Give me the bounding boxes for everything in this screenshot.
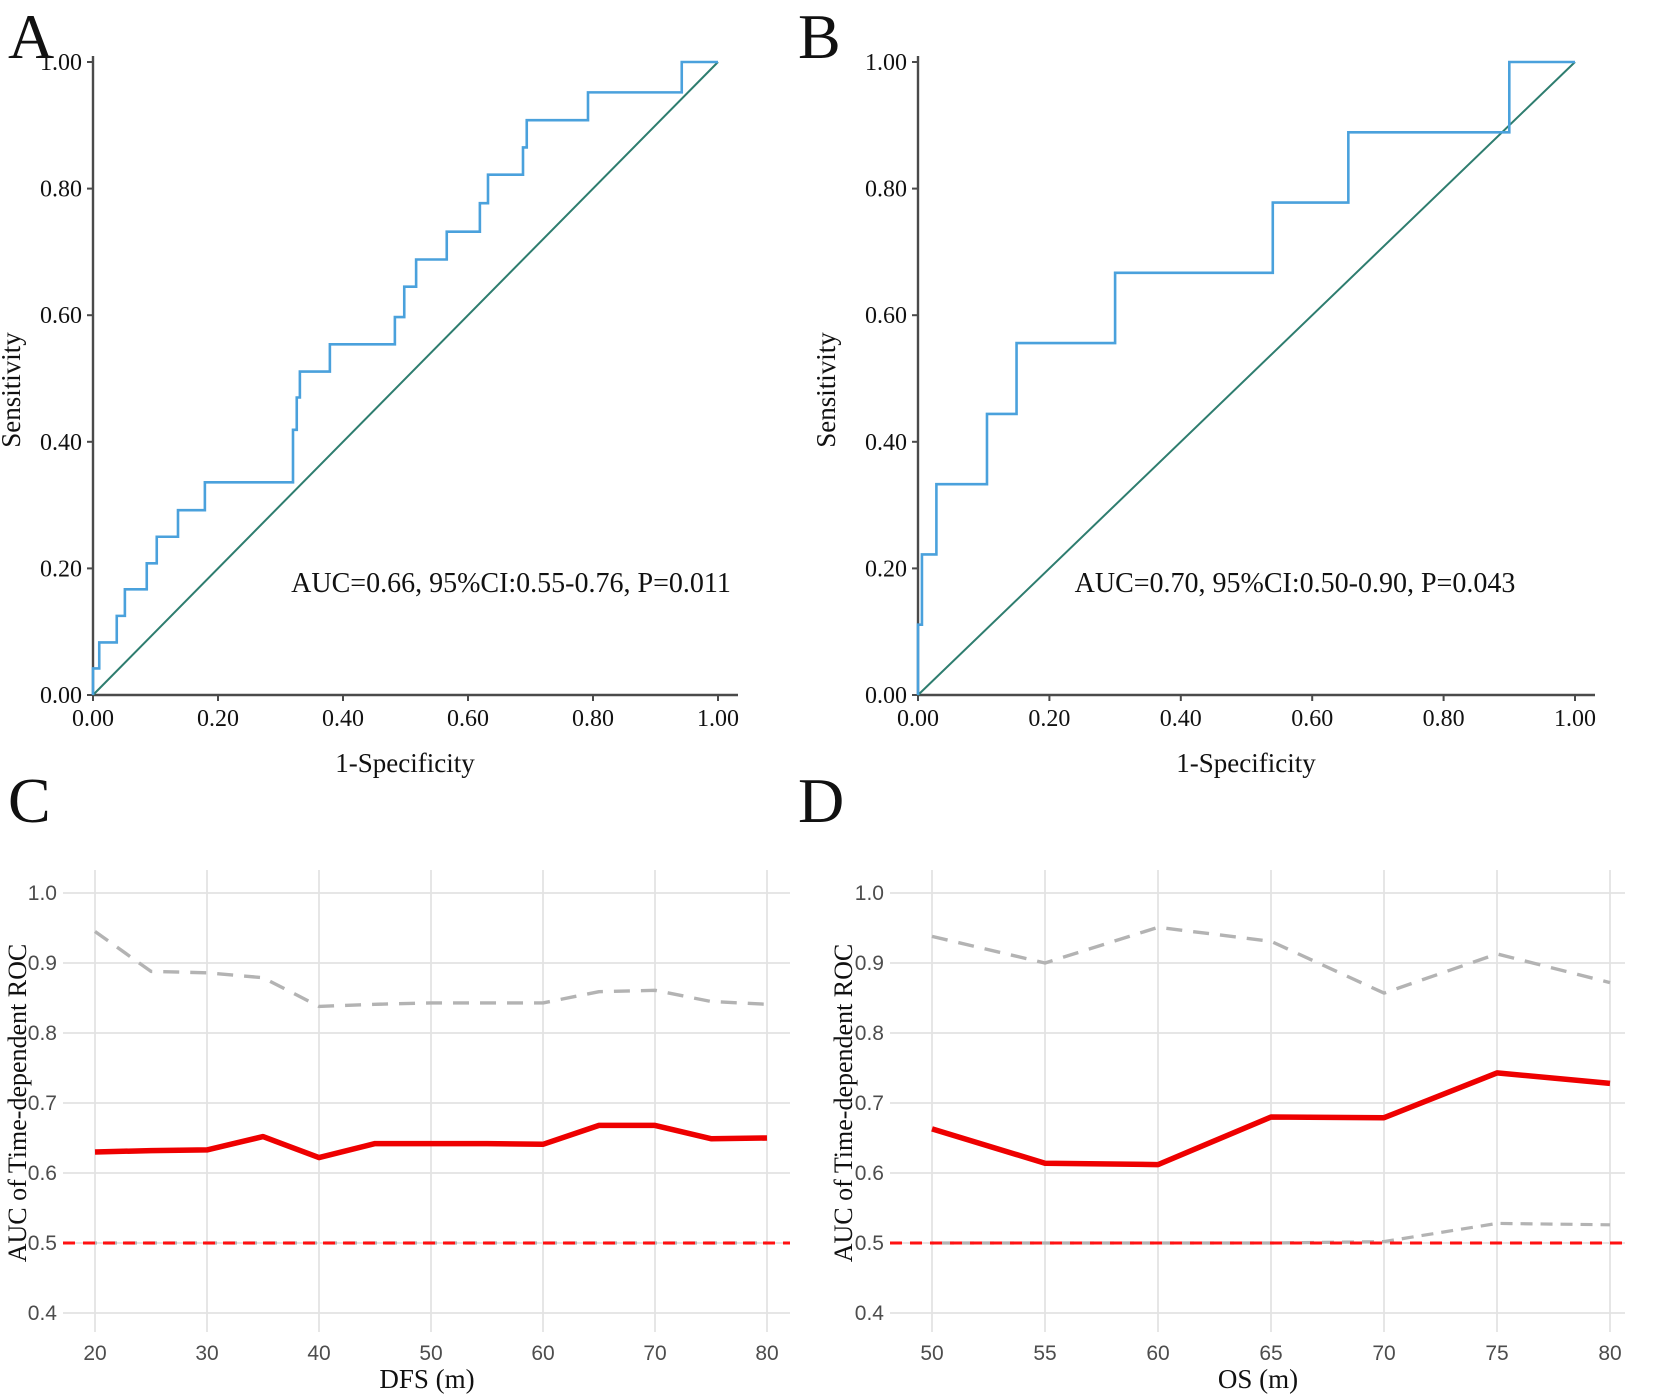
panel-b-x-tick-label: 1.00 <box>1554 706 1596 732</box>
panel-c-x-tick-label: 60 <box>531 1342 554 1365</box>
panel-c-y-axis-title: AUC of Time-dependent ROC <box>3 944 32 1263</box>
panel-b-annotation: AUC=0.70, 95%CI:0.50-0.90, P=0.043 <box>1075 568 1516 599</box>
panel-c-x-axis-title: DFS (m) <box>379 1364 474 1394</box>
panel-a-x-tick-label: 0.00 <box>72 706 114 732</box>
panel-d-y-tick-label: 0.6 <box>855 1162 884 1185</box>
panel-a-y-tick-label: 0.40 <box>40 430 82 456</box>
panel-d-x-tick-label: 70 <box>1372 1342 1395 1365</box>
panel-c-ci-upper-line <box>94 930 768 1009</box>
panel-b-y-tick-label: 0.20 <box>865 556 907 582</box>
panel-b-x-axis-title: 1-Specificity <box>1176 748 1316 778</box>
panel-d-x-tick-label: 75 <box>1485 1342 1508 1365</box>
panel-b-x-tick-label: 0.60 <box>1291 706 1333 732</box>
panel-a-letter: A <box>8 1 54 72</box>
panel-c-x-tick-label: 40 <box>307 1342 330 1365</box>
panel-d-y-tick-label: 0.7 <box>855 1092 884 1115</box>
panel-b-y-tick-label: 0.00 <box>865 683 907 709</box>
panel-b-y-tick-label: 0.80 <box>865 177 907 203</box>
panel-d-x-tick-label: 65 <box>1259 1342 1282 1365</box>
panel-a-y-tick-label: 0.80 <box>40 177 82 203</box>
panel-d-ci-upper-line <box>931 925 1611 995</box>
panel-a-y-tick-label: 1.00 <box>40 50 82 76</box>
panel-d-y-tick-label: 0.8 <box>855 1022 884 1045</box>
panel-a-x-tick-label: 0.60 <box>447 706 489 732</box>
panel-b-y-tick-label: 0.40 <box>865 430 907 456</box>
panel-c-y-tick-label: 0.7 <box>28 1092 57 1115</box>
panel-d-auc-line <box>931 1070 1611 1168</box>
panel-d-y-tick-label: 0.4 <box>855 1302 885 1325</box>
panel-c-auc-line <box>94 1122 768 1161</box>
panel-b-y-tick-label: 0.60 <box>865 303 907 329</box>
panel-b-x-tick-label: 0.40 <box>1160 706 1202 732</box>
panel-d-y-axis-title: AUC of Time-dependent ROC <box>829 944 858 1263</box>
panel-a-x-axis-title: 1-Specificity <box>335 748 475 778</box>
panel-a-y-tick-label: 0.60 <box>40 303 82 329</box>
panel-b-diagonal-line <box>917 61 1576 696</box>
panel-c-y-tick-label: 1.0 <box>28 882 57 905</box>
panel-c-x-tick-label: 70 <box>643 1342 666 1365</box>
panel-d-y-tick-label: 0.9 <box>855 952 884 975</box>
panel-c-x-tick-label: 20 <box>83 1342 106 1365</box>
panel-b-letter: B <box>798 1 841 72</box>
panel-b-x-tick-label: 0.00 <box>897 706 939 732</box>
panel-d-y-tick-label: 1.0 <box>855 882 884 905</box>
panel-a-x-tick-label: 0.40 <box>322 706 364 732</box>
panel-c-y-tick-label: 0.5 <box>28 1232 57 1255</box>
panel-b-x-tick-label: 0.20 <box>1028 706 1070 732</box>
panel-a-y-axis-title: Sensitivity <box>0 332 26 448</box>
panel-a-y-tick-label: 0.00 <box>40 683 82 709</box>
panel-d-x-tick-label: 80 <box>1598 1342 1621 1365</box>
panel-c-x-tick-label: 80 <box>755 1342 778 1365</box>
panel-a-x-tick-label: 0.80 <box>572 706 614 732</box>
panel-b-y-axis-title: Sensitivity <box>811 332 841 448</box>
panel-d-x-tick-label: 50 <box>920 1342 943 1365</box>
panel-a-roc-curve <box>91 60 718 695</box>
panel-b-roc-curve <box>916 60 1575 695</box>
panel-a-annotation: AUC=0.66, 95%CI:0.55-0.76, P=0.011 <box>291 568 731 599</box>
panel-a-diagonal-line <box>92 61 719 696</box>
panel-c-y-tick-label: 0.8 <box>28 1022 57 1045</box>
panel-a-x-tick-label: 0.20 <box>197 706 239 732</box>
panel-c-x-tick-label: 50 <box>419 1342 442 1365</box>
panel-b-x-tick-label: 0.80 <box>1423 706 1465 732</box>
panel-d-x-tick-label: 60 <box>1146 1342 1169 1365</box>
panel-d-letter: D <box>798 765 844 836</box>
panel-c-y-tick-label: 0.6 <box>28 1162 57 1185</box>
panel-c-x-tick-label: 30 <box>195 1342 218 1365</box>
panel-c-y-tick-label: 0.9 <box>28 952 57 975</box>
panel-a-x-tick-label: 1.00 <box>697 706 739 732</box>
panel-d-x-axis-title: OS (m) <box>1218 1364 1298 1394</box>
panel-d-y-tick-label: 0.5 <box>855 1232 884 1255</box>
panel-c-letter: C <box>8 765 51 836</box>
panel-a-y-tick-label: 0.20 <box>40 556 82 582</box>
panel-d-x-tick-label: 55 <box>1033 1342 1056 1365</box>
panel-c-y-tick-label: 0.4 <box>28 1302 58 1325</box>
panel-b-y-tick-label: 1.00 <box>865 50 907 76</box>
